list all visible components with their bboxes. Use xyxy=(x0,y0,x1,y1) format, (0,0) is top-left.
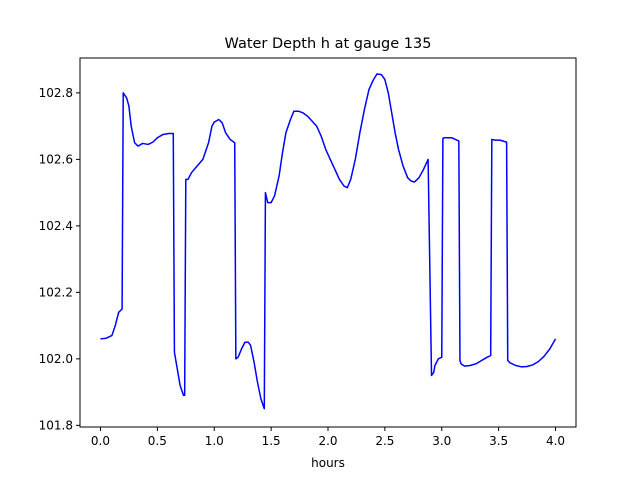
x-tick-label: 3.0 xyxy=(432,434,451,448)
x-tick-label: 1.0 xyxy=(205,434,224,448)
y-axis: 101.8 102.0 102.2 102.4 102.6 102.8 xyxy=(39,86,80,432)
chart-title: Water Depth h at gauge 135 xyxy=(225,36,432,52)
y-tick-label: 102.6 xyxy=(39,152,73,166)
y-tick-label: 102.8 xyxy=(39,86,73,100)
series-line-0 xyxy=(100,73,557,410)
y-tick-label: 102.0 xyxy=(39,352,73,366)
x-tick-label: 1.5 xyxy=(262,434,281,448)
y-tick-label: 101.8 xyxy=(39,418,73,432)
x-tick-label: 2.5 xyxy=(375,434,394,448)
x-tick-label: 2.0 xyxy=(318,434,337,448)
x-axis-label: hours xyxy=(311,456,345,470)
x-tick-label: 3.5 xyxy=(489,434,508,448)
plot-area xyxy=(100,73,557,410)
x-tick-label: 0.5 xyxy=(148,434,167,448)
x-tick-label: 0.0 xyxy=(91,434,110,448)
x-axis: 0.0 0.5 1.0 1.5 2.0 2.5 3.0 3.5 4.0 xyxy=(91,427,565,448)
axes-frame xyxy=(79,57,577,428)
y-tick-label: 102.4 xyxy=(39,219,73,233)
y-tick-label: 102.2 xyxy=(39,285,73,299)
x-tick-label: 4.0 xyxy=(546,434,565,448)
